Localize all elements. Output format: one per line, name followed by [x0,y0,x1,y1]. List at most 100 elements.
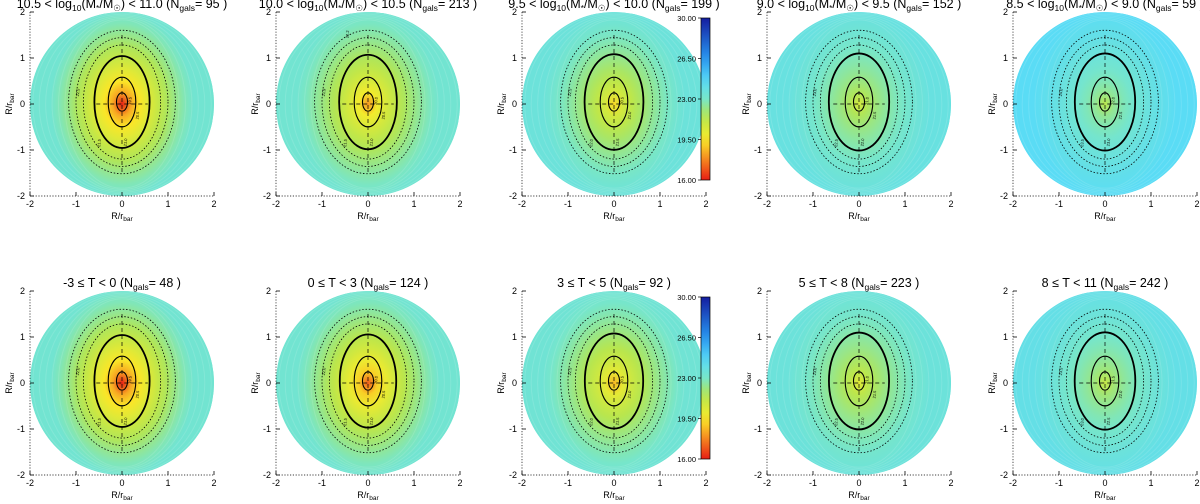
panels: 19.520.521.021.522.5-2-2-1-1001122R/rbar… [4,0,1200,502]
dotted-contour [68,308,176,454]
solid-contour [1073,331,1137,431]
y-tick-label: 1 [20,53,25,63]
contour-label: 20.5 [619,375,625,384]
x-tick-label: 2 [1194,199,1199,209]
x-tick-label: 0 [1102,478,1107,488]
y-tick-label: 0 [1003,378,1008,388]
dotted-contour [1065,44,1145,160]
solid-contour [353,76,383,128]
solid-contour [844,355,874,407]
y-tick-label: -2 [754,191,762,201]
colorbars: 30.00 26.50 23.00 19.50 16.00 30.00 26.50 23.00… [677,14,711,464]
solid-contour [1090,76,1120,128]
contour-label: 20.0 [373,96,379,105]
colorbar-strip [700,17,711,181]
x-tick-label: 0 [611,199,616,209]
y-tick-label: 0 [266,99,271,109]
x-tick-label: 2 [211,199,216,209]
dotted-contour [328,323,408,439]
y-tick-label: 1 [20,332,25,342]
dotted-contour [812,37,906,167]
colorbar-strip [700,296,711,460]
disc-texture [1047,19,1163,189]
x-tick-label: 1 [1148,199,1153,209]
dotted-contour [1051,29,1159,175]
disc-texture [297,295,439,471]
y-tick-label: -2 [1000,470,1008,480]
y-axis-label: R/rbar [4,92,16,114]
axes: -2-2 -1 -1 0 0 1 1 2 2 R/rbar R/rbar [4,286,217,502]
x-tick-label: 2 [457,199,462,209]
disc-texture [304,296,432,470]
contour-label: 20.5 [135,390,141,399]
dotted-contour [82,44,162,160]
contour-label: 20.5 [619,96,625,105]
solid-contour [361,92,375,112]
y-tick-label: -2 [17,191,25,201]
contour-label: 23.5 [1079,138,1085,147]
dotted-contour [567,37,661,167]
dotted-contour [328,44,408,160]
y-tick-label: -1 [1000,145,1008,155]
colorbar-p3: 30.00 26.50 23.00 19.50 16.00 [677,14,711,185]
contour-label: 21.0 [627,111,633,120]
solid-contour [607,371,621,391]
y-tick-label: -1 [509,145,517,155]
solid-contour [827,52,891,152]
disc-texture [543,16,685,192]
x-tick-label: 0 [611,478,616,488]
panel-p8: 20.521.0 21.5 22.0 22.5 -2-2 -1 -1 0 0 1 1 2 2 R/rbar… [496,276,709,502]
contour-label: 21.0 [864,375,870,384]
disc-texture [51,295,193,471]
dotted-contour [1051,308,1159,454]
y-tick-label: -1 [1000,424,1008,434]
x-tick-label: 2 [948,199,953,209]
y-tick-label: 2 [512,286,517,296]
solid-contour [361,371,375,391]
contour-label: 21.0 [627,390,633,399]
contour-label: 20.5 [381,390,387,399]
x-tick-label: 0 [1102,199,1107,209]
y-axis-label: R/rbar [250,371,262,393]
y-tick-label: 2 [757,7,762,17]
dotted-contour [574,44,654,160]
contour-label: 21.5 [342,138,348,147]
y-tick-label: -1 [17,145,25,155]
x-tick-label: -1 [72,199,80,209]
disc-texture [1041,296,1169,470]
colorbar-tick-label: 19.50 [677,415,696,424]
y-tick-label: -1 [509,424,517,434]
y-tick-label: 0 [512,99,517,109]
x-axis-label: R/rbar [848,211,870,223]
y-axis-label: R/rbar [4,371,16,393]
y-tick-label: -2 [263,191,271,201]
x-tick-label: 0 [119,199,124,209]
y-tick-label: 0 [512,378,517,388]
x-axis-label: R/rbar [1094,490,1116,502]
y-tick-label: 1 [266,332,271,342]
x-tick-label: -1 [318,199,326,209]
panel-title: 9.5 < log10(M*/M☉) < 10.0 (Ngals= 199 ) [508,0,719,13]
x-tick-label: -1 [564,478,572,488]
disc-heatmap [1013,291,1197,475]
dotted-contour [567,316,661,446]
y-tick-label: 1 [1003,53,1008,63]
x-tick-label: 2 [1194,478,1199,488]
contour-label: 21.5 [96,138,102,147]
y-tick-label: 0 [757,99,762,109]
y-tick-label: 2 [1003,7,1008,17]
contour-label: 22.5 [567,88,573,97]
dotted-contour [812,316,906,446]
x-tick-label: -1 [318,478,326,488]
contour-label: 22.0 [1110,96,1116,105]
disc-texture [297,16,439,192]
panel-p1: 19.520.5 21.0 21.5 22.5 -2-2 -1 -1 0 0 1 1 2 2 R/rbar… [4,0,227,223]
disc-heatmap [522,291,706,475]
x-tick-label: -1 [72,478,80,488]
x-tick-label: 1 [165,199,170,209]
disc-texture [1041,17,1169,191]
disc-heatmap [30,291,214,475]
disc-texture [58,296,186,470]
x-tick-label: -2 [518,478,526,488]
dotted-contour [805,29,913,175]
